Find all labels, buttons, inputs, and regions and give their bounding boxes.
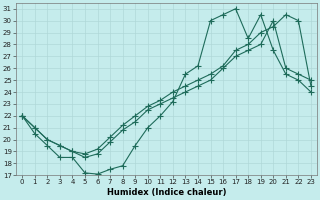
X-axis label: Humidex (Indice chaleur): Humidex (Indice chaleur) [107,188,226,197]
